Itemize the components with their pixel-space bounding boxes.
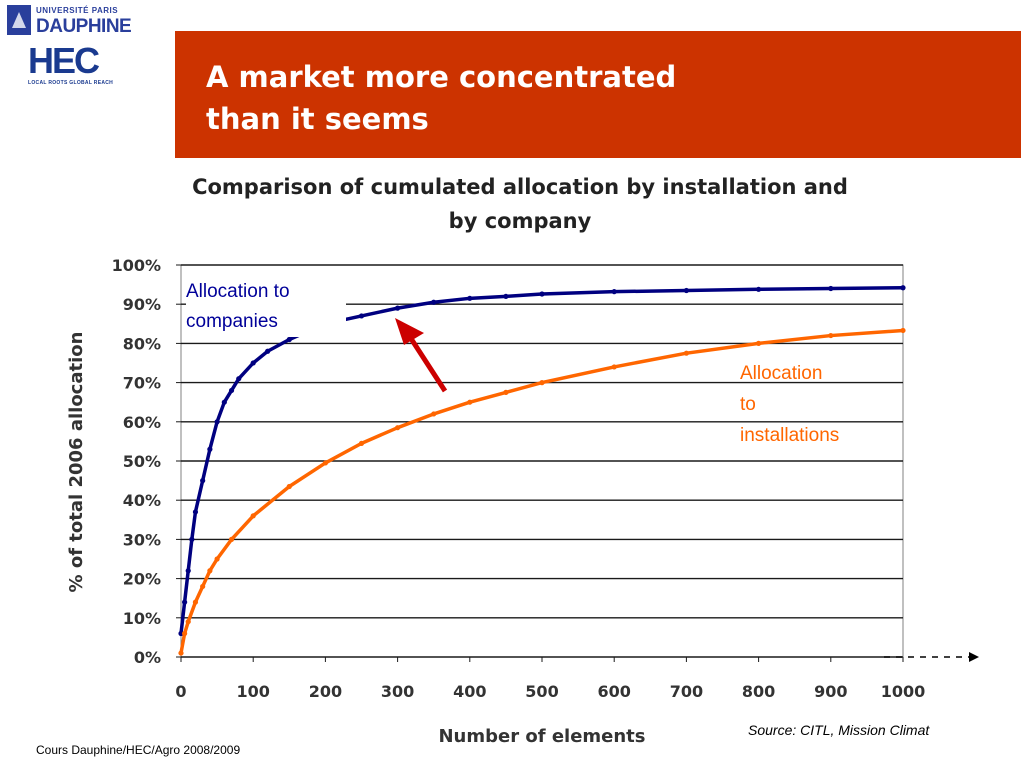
data-point bbox=[207, 568, 213, 574]
data-point bbox=[322, 460, 328, 466]
x-tick-label: 500 bbox=[525, 682, 558, 701]
title-banner bbox=[175, 31, 1021, 158]
data-point bbox=[250, 360, 256, 366]
data-point bbox=[228, 536, 235, 543]
data-point bbox=[200, 478, 206, 484]
data-point bbox=[228, 387, 235, 394]
y-tick-label: 0% bbox=[134, 648, 161, 667]
x-axis-label: Number of elements bbox=[438, 726, 645, 747]
data-point bbox=[250, 513, 256, 519]
data-point bbox=[192, 599, 199, 605]
annotation-companies: Allocation to companies bbox=[186, 277, 346, 337]
data-point bbox=[358, 313, 365, 319]
data-point bbox=[756, 340, 762, 346]
data-point bbox=[900, 327, 906, 334]
data-point bbox=[178, 630, 184, 637]
x-tick-label: 300 bbox=[381, 682, 414, 701]
data-point bbox=[683, 350, 690, 356]
data-point bbox=[221, 399, 227, 405]
data-point bbox=[828, 285, 834, 292]
annotation-arrow-head bbox=[395, 318, 424, 345]
data-point bbox=[214, 419, 220, 425]
data-point bbox=[192, 509, 199, 515]
y-tick-label: 10% bbox=[123, 609, 161, 628]
data-point bbox=[178, 650, 184, 656]
data-point bbox=[683, 287, 690, 294]
y-tick-label: 40% bbox=[123, 491, 161, 510]
x-tick-label: 800 bbox=[742, 682, 775, 701]
hec-logo: HEC bbox=[28, 40, 100, 81]
data-point bbox=[182, 599, 188, 605]
hec-logo-tagline: LOCAL ROOTS GLOBAL REACH bbox=[28, 80, 114, 86]
data-point bbox=[214, 556, 220, 562]
data-point bbox=[395, 425, 401, 431]
x-tick-label: 700 bbox=[670, 682, 703, 701]
data-point bbox=[286, 483, 292, 490]
data-point bbox=[207, 446, 213, 452]
x-tick-label: 1000 bbox=[881, 682, 926, 701]
y-tick-label: 50% bbox=[123, 452, 161, 471]
footer-course: Cours Dauphine/HEC/Agro 2008/2009 bbox=[36, 743, 241, 757]
logos: UNIVERSITÉ PARIS DAUPHINE HEC LOCAL ROOT… bbox=[6, 4, 156, 88]
series-line-companies bbox=[179, 285, 905, 636]
chart-title: Comparison of cumulated allocation by in… bbox=[192, 175, 848, 233]
annotation-arrow-shaft bbox=[407, 335, 448, 393]
data-point bbox=[182, 630, 188, 637]
data-point bbox=[200, 583, 206, 590]
data-point bbox=[467, 295, 473, 301]
y-tick-label: 100% bbox=[112, 256, 161, 275]
x-tick-label: 200 bbox=[309, 682, 342, 701]
y-tick-label: 60% bbox=[123, 413, 161, 432]
data-point bbox=[503, 293, 509, 299]
data-point bbox=[431, 299, 437, 305]
data-point bbox=[395, 305, 401, 311]
data-point bbox=[185, 568, 191, 574]
data-point bbox=[828, 332, 834, 339]
dauphine-emblem-icon bbox=[7, 5, 31, 35]
data-point bbox=[539, 380, 545, 386]
y-tick-label: 70% bbox=[123, 374, 161, 393]
x-tick-label: 900 bbox=[814, 682, 847, 701]
source-note: Source: CITL, Mission Climat bbox=[748, 722, 930, 738]
y-tick-label: 20% bbox=[123, 570, 161, 589]
data-point bbox=[539, 291, 545, 297]
data-point bbox=[503, 389, 509, 395]
data-point bbox=[756, 286, 762, 292]
y-tick-label: 30% bbox=[123, 530, 161, 549]
x-tick-label: 0 bbox=[175, 682, 186, 701]
series-line-installations bbox=[179, 328, 905, 655]
data-point bbox=[265, 348, 271, 354]
data-point bbox=[611, 289, 617, 295]
data-point bbox=[358, 440, 365, 446]
data-point bbox=[900, 285, 906, 291]
x-tick-label: 400 bbox=[453, 682, 486, 701]
x-tick-label: 600 bbox=[597, 682, 630, 701]
annotation-installations: Allocation to installations bbox=[740, 363, 840, 446]
y-axis-label: % of total 2006 allocation bbox=[66, 332, 87, 593]
data-point bbox=[431, 411, 437, 417]
y-tick-label: 90% bbox=[123, 295, 161, 314]
slide-title: A market more concentrated than it seems bbox=[206, 60, 677, 136]
data-point bbox=[185, 619, 191, 625]
data-point bbox=[467, 399, 473, 405]
dashed-arrow-head bbox=[969, 652, 979, 662]
dauphine-logo-subtitle: UNIVERSITÉ PARIS bbox=[36, 6, 119, 15]
y-tick-label: 80% bbox=[123, 334, 161, 353]
data-point bbox=[611, 364, 617, 370]
data-point bbox=[286, 336, 292, 343]
x-tick-label: 100 bbox=[236, 682, 269, 701]
data-point bbox=[236, 376, 242, 382]
dauphine-logo-name: DAUPHINE bbox=[36, 16, 132, 37]
data-point bbox=[189, 536, 195, 543]
